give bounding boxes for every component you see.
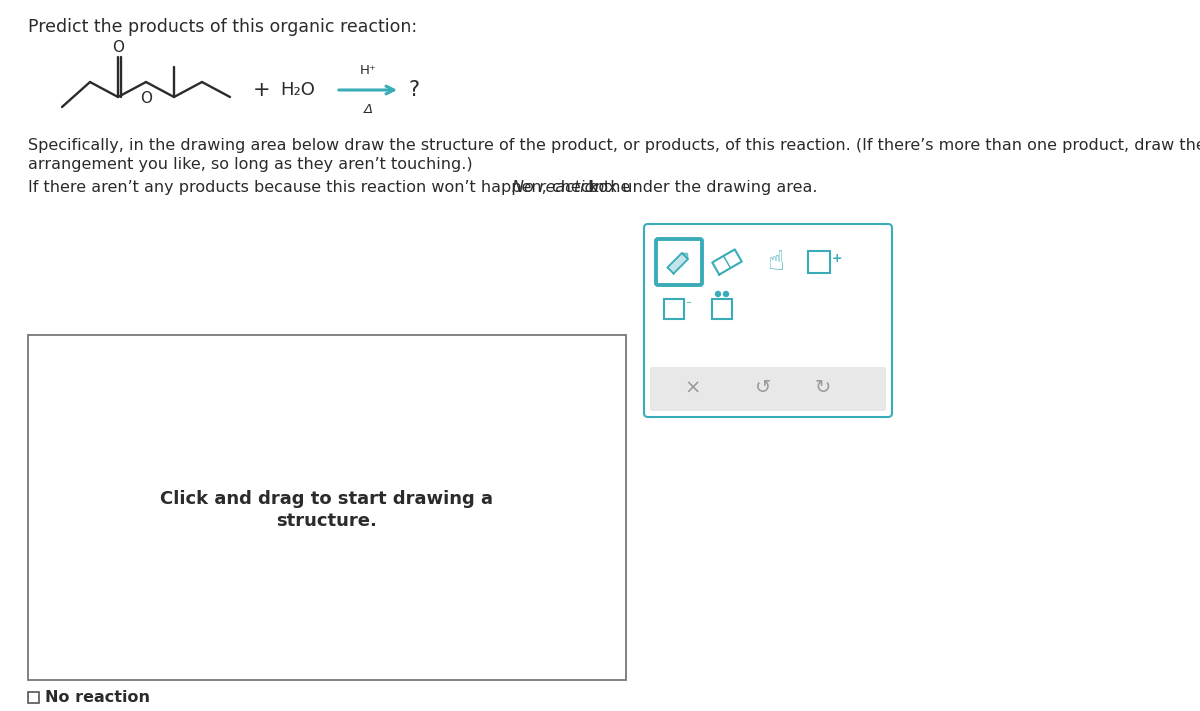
FancyBboxPatch shape <box>656 239 702 285</box>
Bar <box>664 299 684 319</box>
Text: O: O <box>140 91 152 106</box>
Text: ☝: ☝ <box>767 248 784 276</box>
Text: No reaction: No reaction <box>511 180 605 195</box>
Text: Click and drag to start drawing a: Click and drag to start drawing a <box>161 491 493 508</box>
Text: Predict the products of this organic reaction:: Predict the products of this organic rea… <box>28 18 418 36</box>
Bar <box>28 335 626 680</box>
Text: +: + <box>253 80 271 100</box>
Text: ⁻: ⁻ <box>685 300 691 310</box>
Bar <box>712 299 732 319</box>
Text: ↺: ↺ <box>755 378 772 397</box>
Text: box under the drawing area.: box under the drawing area. <box>583 180 817 195</box>
Text: arrangement you like, so long as they aren’t touching.): arrangement you like, so long as they ar… <box>28 157 473 172</box>
Circle shape <box>715 292 720 296</box>
Polygon shape <box>667 253 688 274</box>
Bar <box>808 251 830 273</box>
Text: O: O <box>112 40 124 55</box>
Text: ?: ? <box>408 80 419 100</box>
Text: ×: × <box>685 378 701 397</box>
Text: No reaction: No reaction <box>46 690 150 705</box>
Text: H₂O: H₂O <box>280 81 314 99</box>
Text: structure.: structure. <box>276 513 378 530</box>
Text: Specifically, in the drawing area below draw the structure of the product, or pr: Specifically, in the drawing area below … <box>28 138 1200 153</box>
Circle shape <box>724 292 728 296</box>
Text: H⁺: H⁺ <box>360 64 377 77</box>
FancyBboxPatch shape <box>644 224 892 417</box>
Bar <box>28 692 38 703</box>
Text: ↻: ↻ <box>815 378 832 397</box>
Text: Δ: Δ <box>364 103 372 116</box>
FancyBboxPatch shape <box>650 367 886 411</box>
Text: +: + <box>832 252 842 265</box>
Polygon shape <box>682 253 688 259</box>
Polygon shape <box>713 250 742 274</box>
Text: If there aren’t any products because this reaction won’t happen, check the: If there aren’t any products because thi… <box>28 180 636 195</box>
